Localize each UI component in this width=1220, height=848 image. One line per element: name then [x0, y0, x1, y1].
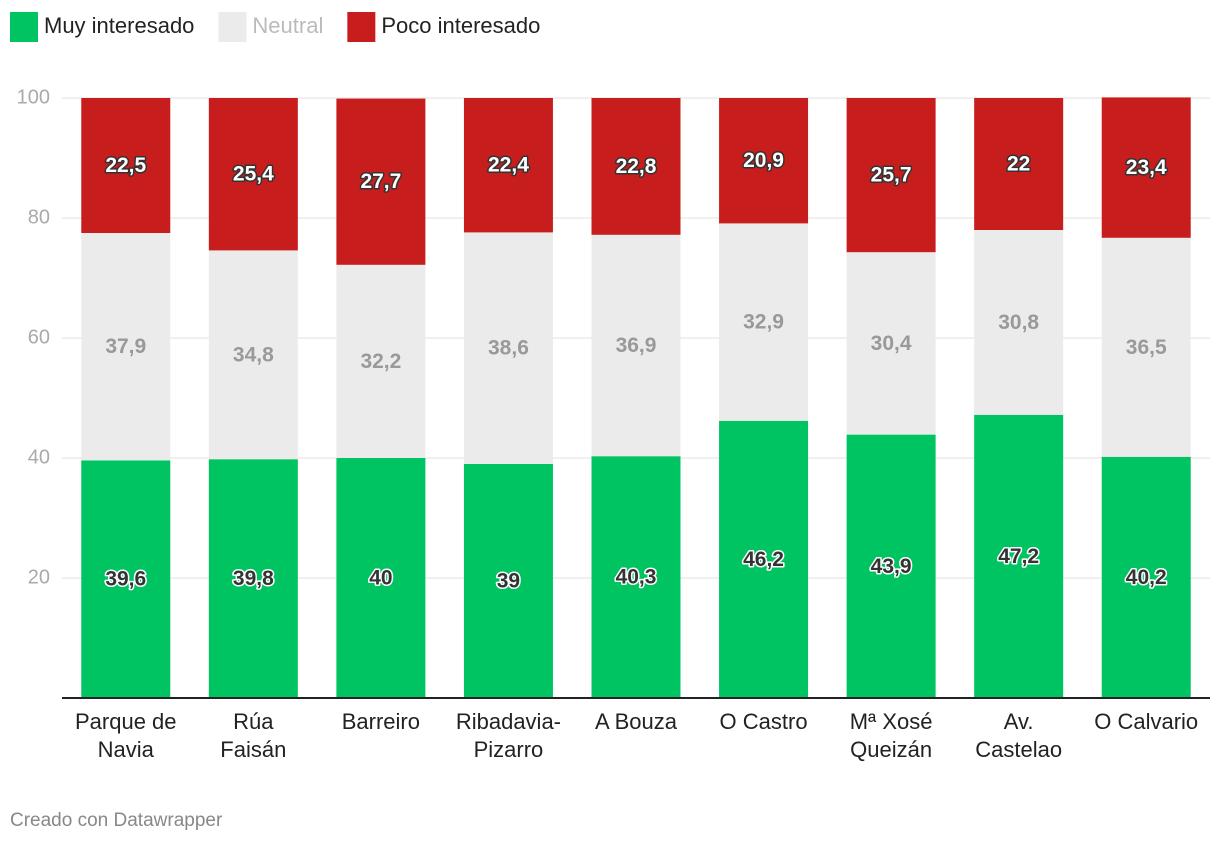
bar-segment: [591, 234, 681, 457]
value-label: 39,6: [105, 568, 146, 591]
bar-segment: [719, 98, 809, 224]
value-label: 22,4: [488, 154, 529, 177]
value-label: 22: [1007, 153, 1030, 176]
value-label: 30,8: [998, 311, 1039, 334]
bar-segment: [463, 232, 553, 464]
bar-segment: [336, 458, 426, 698]
bar-segment: [463, 98, 553, 233]
y-tick-label: 80: [28, 206, 50, 228]
value-label: 40,2: [1126, 566, 1167, 589]
legend-swatch: [10, 12, 38, 42]
y-tick-label: 40: [28, 446, 50, 468]
bar-segment: [336, 264, 426, 458]
x-tick-label: Parque de Navia: [75, 709, 177, 762]
bar-segment: [974, 414, 1064, 698]
bar-segment: [1101, 237, 1191, 457]
value-label: 32,9: [743, 311, 784, 334]
value-label: 38,6: [488, 337, 529, 360]
value-label: 40,3: [616, 566, 657, 589]
bar-segment: [591, 98, 681, 235]
x-tick-label: O Castro: [719, 709, 808, 734]
value-label: 25,7: [871, 164, 912, 187]
y-tick-label: 60: [28, 326, 50, 348]
value-label: 23,4: [1126, 156, 1167, 179]
legend-swatch: [347, 12, 376, 42]
bar-segment: [1101, 97, 1191, 238]
bar-segment: [846, 434, 936, 698]
footer: Creado con Datawrapper: [10, 810, 223, 831]
bar-segment: [208, 459, 298, 698]
value-label: 20,9: [743, 149, 784, 172]
value-label: 39: [497, 570, 520, 593]
x-tick-label: A Bouza: [595, 709, 677, 734]
value-label: 22,5: [105, 154, 146, 177]
value-label: 36,9: [616, 334, 657, 357]
bar-segment: [846, 252, 936, 435]
bar-segment: [974, 230, 1064, 415]
value-label: 39,8: [233, 567, 274, 590]
bar-segment: [719, 223, 809, 421]
legend-label: Poco interesado: [381, 13, 540, 38]
bar-segment: [81, 98, 171, 233]
bar-segment: [719, 420, 809, 698]
bar-segment: [846, 98, 936, 253]
y-tick-label: 100: [17, 86, 50, 108]
bar-segment: [81, 233, 171, 461]
x-tick-label: Rúa Faisán: [220, 709, 287, 762]
value-label: 30,4: [871, 332, 912, 355]
legend-label: Neutral: [252, 13, 323, 38]
value-label: 25,4: [233, 163, 274, 186]
value-label: 37,9: [105, 335, 146, 358]
bar-segment: [81, 460, 171, 698]
x-tick-label: Barreiro: [341, 709, 420, 734]
value-label: 27,7: [360, 170, 401, 193]
y-tick-label: 20: [28, 566, 50, 588]
value-label: 43,9: [871, 555, 912, 578]
value-label: 22,8: [616, 155, 657, 178]
bar-segment: [1101, 456, 1191, 698]
bar-segment: [463, 464, 553, 698]
value-label: 36,5: [1126, 336, 1167, 359]
value-label: 40: [369, 567, 392, 590]
x-tick-label: Av. Castelao: [975, 709, 1063, 762]
legend-swatch: [218, 12, 247, 42]
x-tick-label: O Calvario: [1094, 709, 1199, 734]
bar-segment: [208, 98, 298, 251]
legend-label: Muy interesado: [44, 13, 194, 38]
bar-segment: [591, 456, 681, 698]
bar-segment: [208, 250, 298, 460]
value-label: 32,2: [360, 350, 401, 373]
bar-segment: [336, 98, 426, 265]
x-tick-label: Ribadavia- Pizarro: [455, 709, 562, 762]
value-label: 34,8: [233, 343, 274, 366]
x-tick-label: Mª Xosé Queizán: [849, 709, 933, 762]
bar-segment: [974, 98, 1064, 230]
value-label: 47,2: [998, 545, 1039, 568]
value-label: 46,2: [743, 548, 784, 571]
